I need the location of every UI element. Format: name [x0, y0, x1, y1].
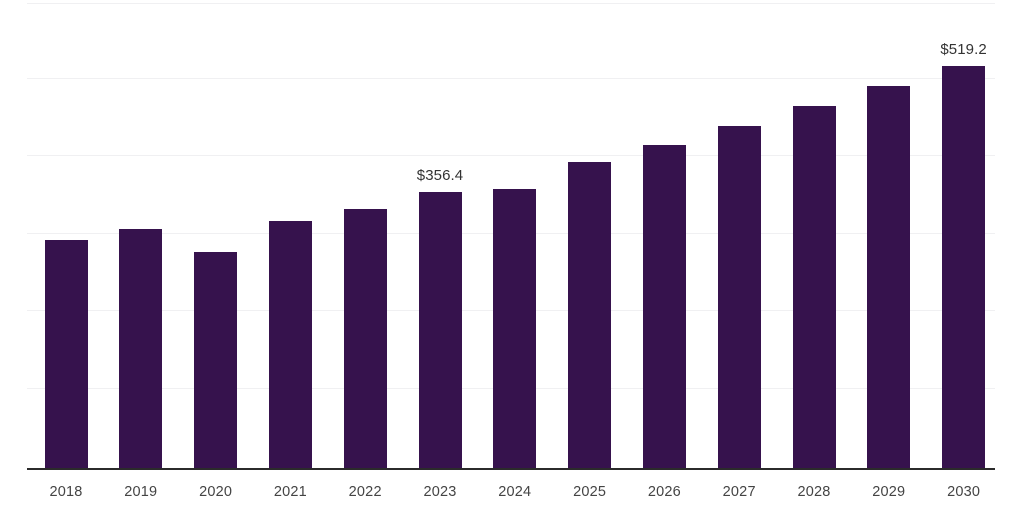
x-tick-2025: 2025 — [573, 484, 607, 500]
x-tick-2020: 2020 — [199, 484, 233, 500]
bar-rect[interactable] — [268, 220, 312, 469]
bar-rect[interactable] — [194, 252, 238, 469]
bar-rect[interactable] — [119, 228, 163, 469]
bar-value-label-2023: $356.4 — [416, 167, 464, 185]
bar-rect[interactable] — [493, 188, 537, 469]
x-tick-2029: 2029 — [872, 484, 906, 500]
bar-rect[interactable] — [642, 144, 686, 469]
bar-rect[interactable] — [44, 240, 88, 469]
bar-rect[interactable] — [717, 126, 761, 469]
bar-2019[interactable] — [119, 228, 163, 469]
bar-2026[interactable] — [642, 144, 686, 469]
bar-rect[interactable] — [792, 105, 836, 469]
bar-rect[interactable] — [343, 208, 387, 469]
gridline — [27, 78, 995, 79]
bar-2029[interactable] — [867, 86, 911, 469]
bar-value-label-2030: $519.2 — [940, 40, 987, 58]
x-tick-2021: 2021 — [273, 484, 307, 500]
bar-2025[interactable] — [568, 162, 612, 469]
x-tick-2022: 2022 — [348, 484, 382, 500]
x-tick-2023: 2023 — [423, 484, 457, 500]
x-tick-2018: 2018 — [49, 484, 83, 500]
x-tick-2019: 2019 — [124, 484, 158, 500]
bar-2023[interactable]: $356.4 — [417, 167, 463, 469]
x-tick-2030: 2030 — [947, 484, 981, 500]
bar-2018[interactable] — [44, 240, 88, 469]
x-axis-line — [27, 468, 995, 470]
bar-2027[interactable] — [717, 126, 761, 469]
x-tick-2028: 2028 — [797, 484, 831, 500]
bar-rect[interactable] — [867, 86, 911, 469]
bar-rect[interactable] — [568, 162, 612, 469]
bar-2022[interactable] — [343, 208, 387, 469]
x-tick-2024: 2024 — [498, 484, 532, 500]
gridline — [27, 155, 995, 156]
x-tick-2027: 2027 — [722, 484, 756, 500]
bar-2021[interactable] — [268, 220, 312, 469]
bar-2020[interactable] — [194, 252, 238, 469]
bar-2028[interactable] — [792, 105, 836, 469]
gridline — [27, 3, 995, 4]
bar-2030[interactable]: $519.2 — [940, 41, 987, 469]
bar-rect[interactable] — [418, 192, 462, 469]
bar-rect[interactable] — [942, 65, 986, 469]
bar-2024[interactable] — [493, 188, 537, 469]
plot-area: $356.4 $519.2 — [44, 41, 987, 469]
x-tick-2026: 2026 — [647, 484, 681, 500]
